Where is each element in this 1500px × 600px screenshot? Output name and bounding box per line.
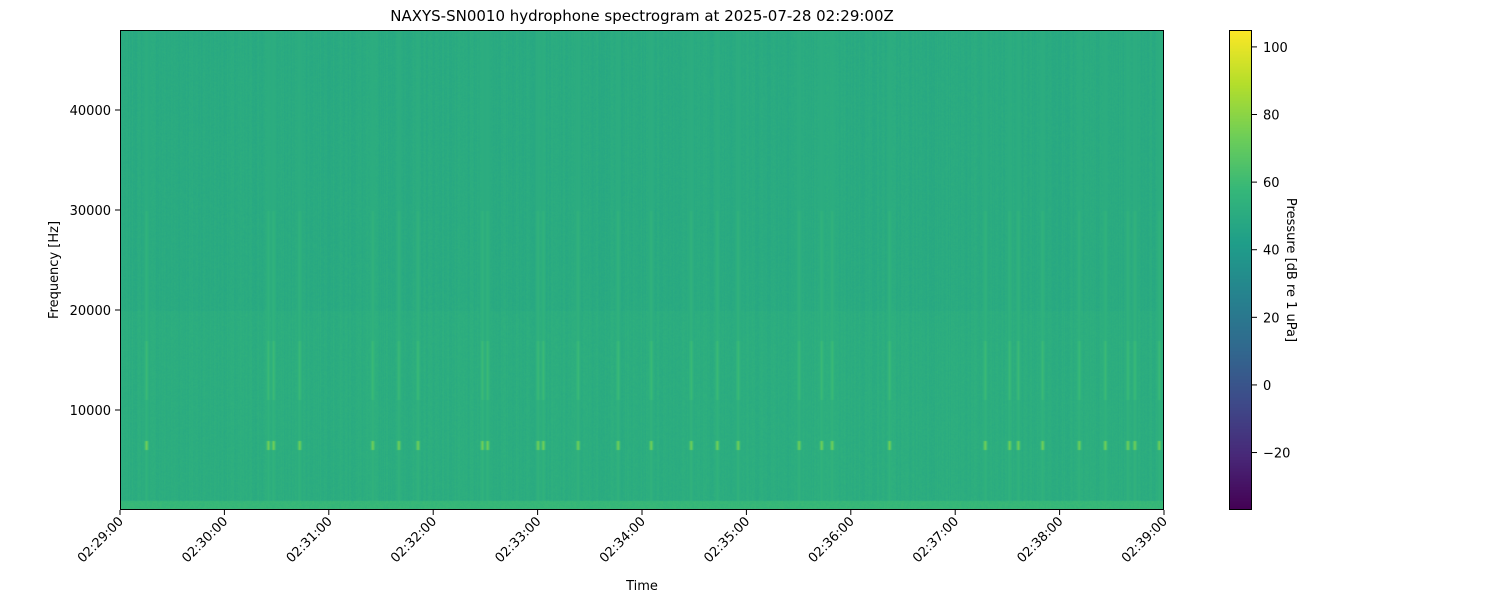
colorbar-tick-label: 80	[1263, 109, 1280, 124]
colorbar-tick-label: −20	[1263, 447, 1290, 462]
y-tick-label: 30000	[70, 204, 111, 219]
x-tick-label: 02:32:00	[388, 514, 440, 566]
x-tick-label: 02:39:00	[1119, 514, 1171, 566]
x-axis-label: Time	[625, 579, 658, 594]
x-tick-label: 02:29:00	[75, 514, 127, 566]
colorbar-tick-label: 20	[1263, 311, 1280, 326]
y-tick-label: 10000	[70, 404, 111, 419]
x-tick-label: 02:37:00	[910, 514, 962, 566]
plot-frame	[120, 30, 1164, 510]
colorbar	[1229, 30, 1252, 510]
colorbar-tick-label: 100	[1263, 41, 1288, 56]
colorbar-frame	[1229, 30, 1252, 510]
y-tick-label: 40000	[70, 104, 111, 119]
x-tick-label: 02:35:00	[701, 514, 753, 566]
y-tick-label: 20000	[70, 304, 111, 319]
chart-title: NAXYS-SN0010 hydrophone spectrogram at 2…	[390, 7, 894, 25]
colorbar-tick-label: 40	[1263, 244, 1280, 259]
colorbar-tick-label: 60	[1263, 176, 1280, 191]
x-tick-label: 02:34:00	[597, 514, 649, 566]
x-tick-label: 02:33:00	[493, 514, 545, 566]
colorbar-label: Pressure [dB re 1 uPa]	[1283, 198, 1298, 342]
x-tick-label: 02:36:00	[806, 514, 858, 566]
spectrogram-image	[120, 30, 1164, 510]
x-tick-label: 02:31:00	[284, 514, 336, 566]
x-tick-label: 02:38:00	[1015, 514, 1067, 566]
colorbar-tick-label: 0	[1263, 379, 1271, 394]
y-axis-label: Frequency [Hz]	[47, 221, 62, 319]
x-tick-label: 02:30:00	[179, 514, 231, 566]
